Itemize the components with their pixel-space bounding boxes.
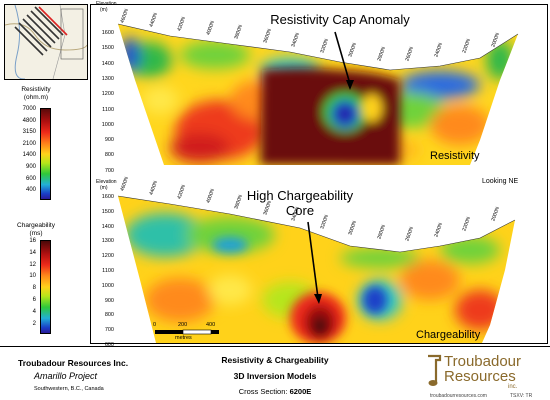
chargeability-colorbar xyxy=(40,240,51,334)
res-elev-tick-6: 1000 xyxy=(101,121,114,128)
chg-elevation-unit: (m) xyxy=(100,185,108,191)
resistivity-colorbar xyxy=(40,108,51,200)
resistivity-legend-title: Resistivity xyxy=(21,86,51,93)
footer-url: troubadourresources.com xyxy=(430,393,487,399)
res-elevation-title: Elevation xyxy=(96,1,117,7)
chg-legend-value-6: 4 xyxy=(32,308,36,315)
chargeability-label: Chargeability xyxy=(416,329,481,341)
resistivity-label: Resistivity xyxy=(430,150,480,162)
logo-line1: Troubadour xyxy=(444,353,521,370)
res-legend-value-1: 4800 xyxy=(22,117,36,124)
res-legend-value-4: 1400 xyxy=(22,152,36,159)
res-elev-tick-7: 900 xyxy=(104,137,114,144)
res-legend-value-6: 600 xyxy=(25,175,36,182)
chg-legend-value-5: 6 xyxy=(32,297,36,303)
location-map xyxy=(4,4,88,80)
scale-label-0: 0 xyxy=(153,322,157,328)
chg-legend-value-3: 10 xyxy=(29,273,36,280)
logo-line3: inc. xyxy=(508,384,518,390)
resistivity-annotation: Resistivity Cap Anomaly xyxy=(270,12,410,27)
res-elev-tick-1: 1500 xyxy=(101,45,114,52)
chg-legend-value-2: 12 xyxy=(29,261,36,268)
chg-elev-tick-9: 700 xyxy=(104,327,114,334)
res-elev-tick-4: 1200 xyxy=(101,91,114,98)
section-frame xyxy=(90,4,548,344)
chg-elev-tick-2: 1400 xyxy=(101,223,114,230)
res-elev-tick-3: 1300 xyxy=(101,75,114,82)
chg-elev-tick-5: 1100 xyxy=(102,268,114,274)
res-legend-value-7: 400 xyxy=(25,187,36,194)
chg-legend-value-4: 8 xyxy=(32,285,36,292)
res-legend-value-0: 7000 xyxy=(22,106,36,112)
resistivity-legend-unit: (ohm.m) xyxy=(23,94,49,101)
cross-section-prefix: Cross Section: xyxy=(238,387,288,396)
cross-section-value: 6200E xyxy=(289,387,312,396)
footer-divider xyxy=(0,346,550,347)
chg-elev-tick-1: 1500 xyxy=(101,208,114,215)
footer-company: Troubadour Resources Inc. xyxy=(18,358,129,368)
footer-title1: Resistivity & Chargeability xyxy=(221,355,329,365)
logo-note-icon xyxy=(428,354,442,386)
res-elevation-unit: (m) xyxy=(100,7,108,13)
footer-ticker: TSXV: TR xyxy=(510,393,533,399)
footer-location: Southwestern, B.C., Canada xyxy=(34,386,104,392)
res-elev-tick-5: 1100 xyxy=(102,106,114,113)
res-elev-tick-9: 700 xyxy=(104,167,114,174)
chargeability-legend-unit: (ms) xyxy=(29,230,43,237)
footer-project: Amarillo Project xyxy=(34,371,98,381)
scale-label-400: 400 xyxy=(206,322,216,328)
res-legend-value-5: 900 xyxy=(25,164,36,170)
res-elev-tick-2: 1400 xyxy=(101,60,114,67)
scale-label-200: 200 xyxy=(178,322,188,328)
chg-elev-tick-8: 800 xyxy=(104,312,114,319)
chg-legend-value-0: 16 xyxy=(29,238,36,244)
footer-cross-section: Cross Section: 6200E xyxy=(190,387,360,396)
chg-legend-value-7: 2 xyxy=(32,320,36,327)
chg-legend-value-1: 14 xyxy=(29,249,36,256)
res-elev-tick-0: 1600 xyxy=(101,30,114,36)
logo-line2: Resources xyxy=(444,368,516,385)
chg-elev-tick-3: 1300 xyxy=(101,238,114,245)
res-legend-value-3: 2100 xyxy=(22,140,36,147)
chg-elev-tick-0: 1600 xyxy=(101,194,114,200)
looking-label: Looking NE xyxy=(482,178,519,185)
footer-title2: 3D Inversion Models xyxy=(233,371,317,381)
chargeability-annotation-line2: Core xyxy=(285,203,315,218)
chargeability-annotation-line1: High Chargeability xyxy=(246,188,354,203)
chg-elev-tick-4: 1200 xyxy=(101,253,114,260)
chargeability-legend-title: Chargeability xyxy=(17,222,55,229)
scale-unit: metres xyxy=(175,335,192,341)
res-elev-tick-8: 800 xyxy=(104,152,114,159)
scale-bar-graphic xyxy=(155,329,219,335)
chg-elev-tick-7: 900 xyxy=(104,297,114,304)
res-legend-value-2: 3150 xyxy=(22,129,36,136)
chg-elev-tick-6: 1000 xyxy=(101,282,114,289)
chg-elevation-title: Elevation xyxy=(96,179,117,185)
chg-elev-tick-10: 600 xyxy=(104,342,114,348)
